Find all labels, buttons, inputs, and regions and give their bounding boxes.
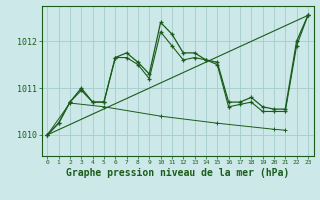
X-axis label: Graphe pression niveau de la mer (hPa): Graphe pression niveau de la mer (hPa) [66, 168, 289, 178]
